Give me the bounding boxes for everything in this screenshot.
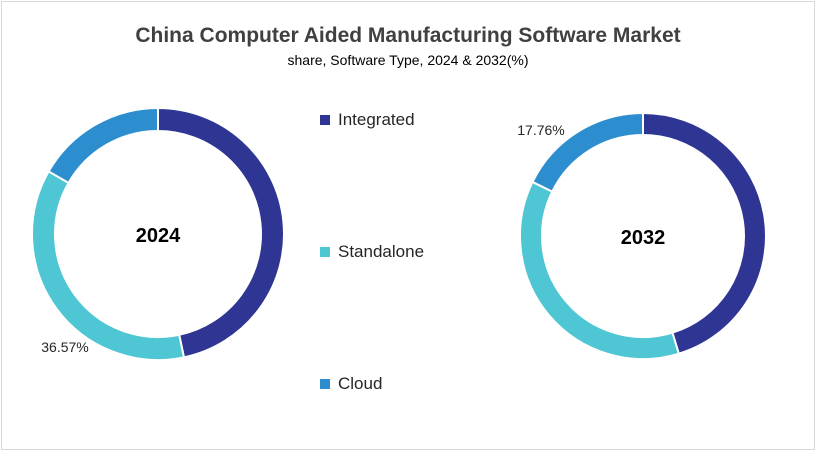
legend-swatch: [320, 115, 330, 125]
legend-item-standalone: Standalone: [320, 242, 424, 262]
center-label: 2032: [621, 227, 666, 249]
legend-swatch: [320, 247, 330, 257]
data-label: 17.76%: [517, 122, 564, 138]
legend-label: Integrated: [338, 110, 415, 129]
donut-slice-standalone: [519, 180, 681, 360]
legend-swatch: [320, 379, 330, 389]
donut-slice-standalone: [31, 170, 186, 361]
data-label: 36.57%: [41, 339, 88, 355]
donut-slice-cloud: [47, 106, 159, 185]
legend-label: Standalone: [338, 242, 425, 261]
donut-slice-cloud: [531, 111, 644, 193]
chart-title: China Computer Aided Manufacturing Softw…: [135, 24, 681, 47]
legend-item-integrated: Integrated: [320, 110, 415, 130]
legend-item-cloud: Cloud: [320, 374, 382, 394]
center-label: 2024: [136, 225, 181, 247]
legend-label: Cloud: [338, 374, 383, 393]
chart-subtitle: share, Software Type, 2024 & 2032(%): [287, 52, 529, 68]
